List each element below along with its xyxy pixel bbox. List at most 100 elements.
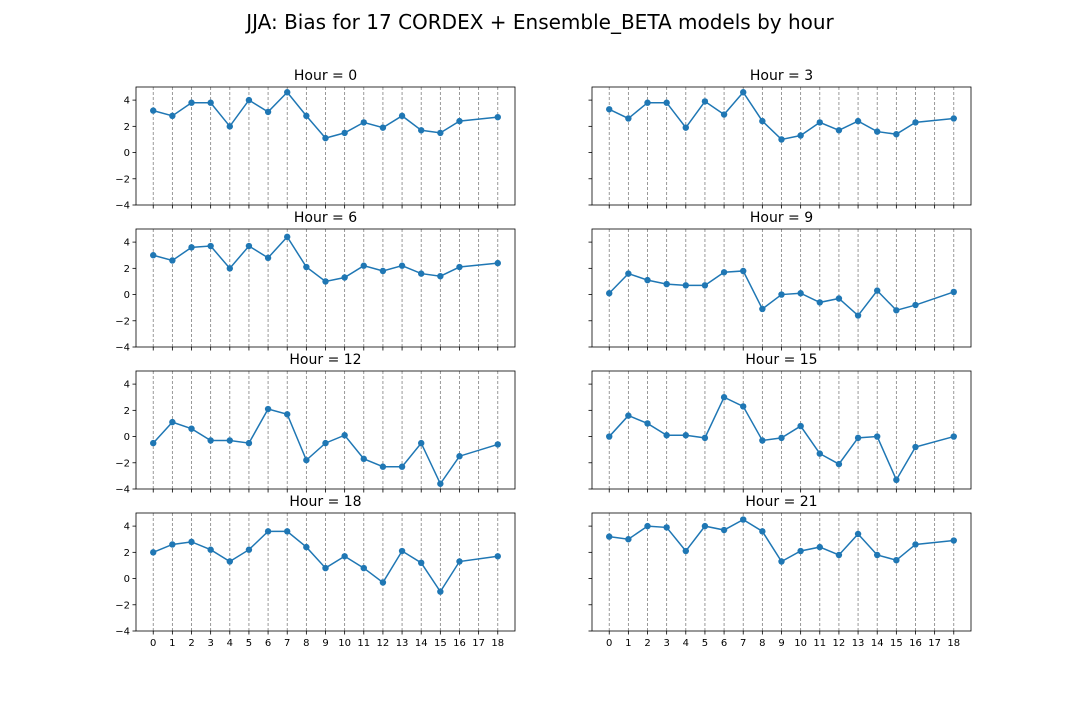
x-tick-label: 5 [702, 638, 708, 649]
subplot-title: Hour = 21 [745, 494, 817, 510]
data-point [854, 312, 862, 319]
x-tick-label: 2 [188, 638, 194, 649]
y-tick-label: 0 [124, 290, 130, 301]
data-point [150, 439, 157, 447]
data-point [398, 112, 406, 120]
x-tick-label: 14 [871, 638, 884, 649]
x-tick-label: 5 [246, 638, 252, 649]
data-point [418, 559, 425, 567]
x-tick-label: 7 [740, 638, 746, 649]
y-tick-label: 2 [124, 122, 130, 133]
data-point [398, 547, 406, 555]
y-tick-label: 0 [124, 574, 130, 585]
data-point [207, 437, 214, 444]
y-tick-label: 0 [124, 148, 130, 159]
subplot: Hour = 9 [588, 210, 972, 351]
subplot-title: Hour = 0 [294, 68, 357, 84]
data-point [341, 129, 348, 137]
x-tick-label: 11 [357, 638, 370, 649]
data-point [379, 463, 387, 470]
data-point [950, 433, 957, 440]
data-point [720, 394, 728, 401]
data-point [456, 117, 463, 125]
data-point [360, 455, 367, 463]
y-tick-label: −4 [115, 201, 130, 212]
x-tick-label: 10 [338, 638, 351, 649]
data-point [816, 299, 823, 306]
data-point [682, 282, 689, 289]
data-point [778, 136, 785, 143]
data-point [644, 276, 651, 284]
data-point [188, 99, 195, 106]
data-point [398, 262, 406, 269]
y-tick-label: −4 [115, 343, 130, 354]
data-point [893, 557, 900, 564]
x-tick-label: 3 [663, 638, 669, 649]
data-point [245, 96, 253, 104]
data-point [854, 434, 862, 442]
data-point [874, 287, 881, 294]
data-point [912, 443, 919, 451]
data-point [644, 420, 651, 427]
data-point [303, 543, 310, 551]
subplot-title: Hour = 3 [750, 68, 813, 84]
data-point [207, 242, 214, 250]
x-tick-label: 8 [303, 638, 309, 649]
data-point [644, 99, 651, 106]
data-point [169, 418, 176, 426]
y-tick-label: 4 [124, 238, 130, 249]
data-point [494, 553, 501, 560]
data-point [284, 411, 291, 418]
data-point [418, 270, 425, 277]
data-point [701, 522, 709, 530]
x-tick-label: 4 [227, 638, 233, 649]
data-point [874, 551, 881, 559]
x-tick-label: 17 [472, 638, 485, 649]
data-point [437, 273, 444, 280]
x-tick-label: 1 [169, 638, 175, 649]
data-point [264, 405, 272, 413]
data-point [835, 460, 843, 468]
x-tick-label: 15 [890, 638, 903, 649]
data-point [625, 412, 632, 419]
y-tick-label: −2 [115, 316, 130, 327]
axes-frame [135, 512, 516, 632]
subplot: Hour = 15 [588, 352, 972, 493]
x-tick-label: 8 [759, 638, 765, 649]
data-point [322, 439, 329, 447]
axes-frame [135, 370, 516, 490]
data-point [663, 524, 670, 531]
data-point [207, 546, 214, 553]
x-tick-label: 16 [453, 638, 466, 649]
x-tick-label: 16 [909, 638, 922, 649]
data-point [264, 254, 272, 262]
x-tick-label: 9 [322, 638, 328, 649]
data-point [494, 441, 501, 448]
data-point [778, 291, 785, 298]
x-tick-label: 0 [606, 638, 612, 649]
data-point [606, 106, 613, 113]
data-point [456, 558, 463, 565]
subplot-title: Hour = 6 [294, 210, 357, 226]
data-point [379, 267, 387, 275]
subplot-title: Hour = 15 [745, 352, 817, 368]
axes-frame [591, 86, 972, 206]
x-tick-label: 11 [813, 638, 826, 649]
x-tick-label: 15 [434, 638, 447, 649]
data-point [816, 450, 823, 457]
data-point [625, 536, 632, 543]
series-line [608, 270, 955, 317]
y-tick-label: 2 [124, 548, 130, 559]
data-point [893, 131, 900, 138]
data-point [912, 541, 919, 548]
x-tick-label: 0 [150, 638, 156, 649]
subplot-title: Hour = 12 [289, 352, 361, 368]
data-point [379, 579, 387, 586]
data-point [625, 270, 632, 277]
data-point [797, 290, 804, 297]
data-point [854, 530, 862, 538]
data-point [322, 134, 329, 142]
data-point [150, 107, 157, 114]
data-point [322, 278, 329, 285]
